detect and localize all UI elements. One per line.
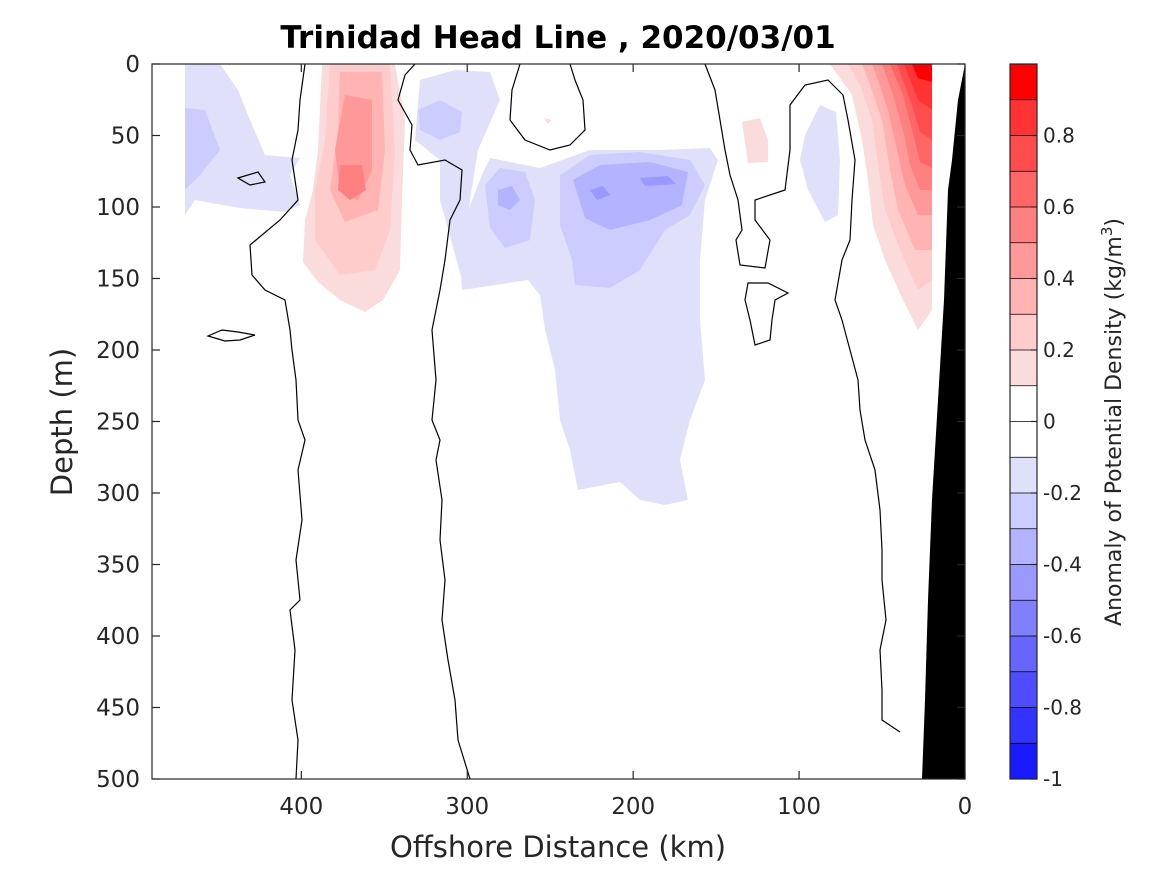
anomaly-fill-negative-290km-core	[498, 186, 520, 210]
zero-contour-line-3	[704, 64, 901, 733]
y-tick-label: 450	[96, 696, 140, 722]
anomaly-fill-positive-120km	[742, 118, 768, 163]
anomaly-fill-negative-300km-core	[418, 100, 462, 140]
colorbar-tick-label: 0.8	[1043, 124, 1075, 148]
y-tick-label: 350	[96, 553, 140, 579]
anomaly-fill-offshore-negative-core	[185, 108, 220, 190]
zero-contour-line-1	[249, 64, 306, 779]
anomaly-fill-positive-370km-peak	[338, 165, 366, 200]
anomaly-fill-offshore-negative	[185, 64, 300, 215]
colorbar-tick-label: -0.2	[1043, 481, 1082, 505]
zero-contour-loop-3	[206, 329, 256, 342]
colorbar-tick-label: -0.6	[1043, 624, 1082, 648]
x-tick-label: 400	[279, 794, 323, 820]
colorbar-segment	[1010, 242, 1037, 279]
zero-contour-loop-2	[744, 282, 790, 346]
chart-title: Trinidad Head Line , 2020/03/01	[280, 20, 835, 56]
contour-fills	[185, 64, 965, 779]
colorbar-tick-label: 0.4	[1043, 267, 1075, 291]
x-tick-label: 100	[777, 794, 821, 820]
y-axis: 0 50 100 150 200 250 300 350 400 450 500	[96, 52, 965, 793]
colorbar-segment	[1010, 493, 1037, 529]
x-tick-label: 0	[958, 794, 973, 820]
colorbar-segment	[1010, 707, 1037, 744]
colorbar-tick-label: 0.2	[1043, 338, 1075, 362]
zero-contour-line-2	[397, 64, 471, 779]
colorbar-segment	[1010, 207, 1037, 243]
y-tick-label: 50	[111, 124, 140, 150]
colorbar-segment	[1010, 314, 1037, 350]
plot-area	[151, 63, 966, 780]
y-tick-label: 200	[96, 338, 140, 364]
y-axis-label: Depth (m)	[45, 348, 79, 496]
zero-contour-loop-1	[509, 64, 586, 151]
anomaly-fill-negative-200km-core2	[640, 176, 676, 186]
bathymetry-seafloor	[922, 64, 965, 779]
colorbar-ticks: -1 -0.8 -0.6 -0.4 -0.2 0 0.2 0.4 0.6 0.8	[1031, 124, 1082, 791]
anomaly-fill-nearshore-9	[912, 64, 932, 82]
colorbar-tick-label: -0.4	[1043, 553, 1082, 577]
y-tick-label: 100	[96, 195, 140, 221]
colorbar-segment	[1010, 421, 1037, 458]
colorbar-segment	[1010, 636, 1037, 672]
colorbar-tick-label: -0.8	[1043, 696, 1082, 720]
colorbar-label: Anomaly of Potential Density (kg/m3)	[1098, 218, 1127, 626]
x-axis-label: Offshore Distance (km)	[390, 830, 726, 864]
y-tick-label: 250	[96, 410, 140, 436]
colorbar-segment	[1010, 671, 1037, 708]
colorbar-tick-label: -1	[1043, 767, 1063, 791]
anomaly-fill-negative-90km	[800, 105, 840, 222]
y-tick-label: 500	[96, 767, 140, 793]
colorbar-segment	[1010, 171, 1037, 207]
colorbar-label-close: )	[1102, 218, 1127, 227]
zero-contour-loop-4	[236, 171, 267, 186]
y-tick-label: 150	[96, 267, 140, 293]
colorbar-tick-label: 0	[1043, 410, 1056, 434]
colorbar	[1009, 63, 1038, 780]
colorbar-segment	[1010, 99, 1037, 136]
colorbar-segment	[1010, 385, 1037, 422]
colorbar-label-superscript: 3	[1098, 227, 1116, 237]
colorbar-label-main: Anomaly of Potential Density (kg/m	[1102, 236, 1127, 626]
zero-contour-lines	[206, 64, 901, 779]
colorbar-segment	[1010, 64, 1037, 100]
anomaly-fill-negative-200km-core	[590, 186, 610, 200]
colorbar-segment	[1010, 528, 1037, 565]
x-tick-label: 300	[445, 794, 489, 820]
colorbar-segment	[1010, 350, 1037, 386]
anomaly-fill-positive-250km-speck	[544, 118, 552, 124]
colorbar-segment	[1010, 600, 1037, 636]
colorbar-segment	[1010, 564, 1037, 601]
x-axis: 400 300 200 100 0	[279, 64, 972, 820]
colorbar-segment	[1010, 278, 1037, 315]
colorbar-segment	[1010, 135, 1037, 172]
colorbar-segment	[1010, 457, 1037, 493]
y-tick-label: 0	[125, 52, 140, 78]
colorbar-tick-label: 0.6	[1043, 195, 1075, 219]
y-tick-label: 300	[96, 481, 140, 507]
colorbar-segment	[1010, 743, 1037, 779]
y-tick-label: 400	[96, 624, 140, 650]
x-tick-label: 200	[611, 794, 655, 820]
